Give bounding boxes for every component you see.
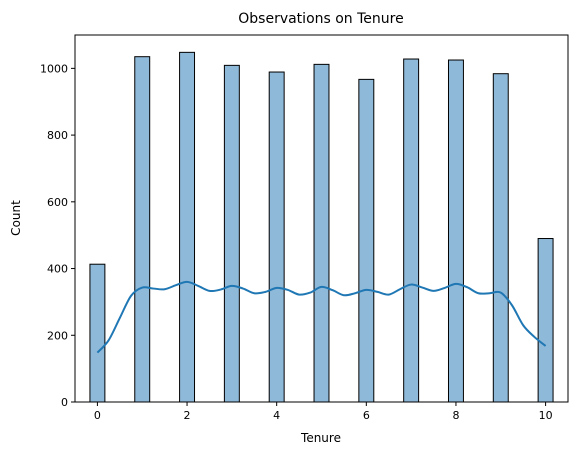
kde-curve [96, 280, 547, 354]
y-tick-label-0: 0 [61, 396, 68, 409]
x-tick-label-4: 4 [273, 409, 280, 422]
histogram-bar-5 [313, 63, 330, 403]
histogram-bar-0 [89, 263, 106, 403]
chart-title: Observations on Tenure [238, 11, 403, 27]
y-axis-ticks: 0 200 400 600 800 1000 [40, 62, 75, 409]
x-axis-label: Tenure [300, 431, 341, 445]
histogram-bar-2 [179, 51, 196, 403]
x-tick-label-10: 10 [539, 409, 553, 422]
histogram-bar-6 [358, 78, 375, 403]
histogram-bar-8 [447, 59, 464, 403]
bars-layer [89, 51, 554, 403]
histogram-bar-3 [223, 64, 240, 403]
histogram-bar-9 [492, 73, 509, 403]
y-tick-label-400: 400 [47, 263, 68, 276]
x-axis-ticks: 0 2 4 6 8 10 [94, 402, 553, 422]
histogram-bar-7 [403, 58, 420, 403]
x-tick-label-8: 8 [452, 409, 459, 422]
plot-frame [74, 34, 569, 403]
y-axis-label: Count [9, 200, 23, 236]
histogram-bar-4 [268, 71, 285, 403]
histogram-bar-10 [537, 238, 554, 403]
y-tick-label-600: 600 [47, 196, 68, 209]
histogram-bar-1 [134, 56, 151, 403]
x-tick-label-0: 0 [94, 409, 101, 422]
y-tick-label-800: 800 [47, 129, 68, 142]
x-tick-label-6: 6 [363, 409, 370, 422]
x-tick-label-2: 2 [184, 409, 191, 422]
y-tick-label-1000: 1000 [40, 62, 68, 75]
y-tick-label-200: 200 [47, 329, 68, 342]
